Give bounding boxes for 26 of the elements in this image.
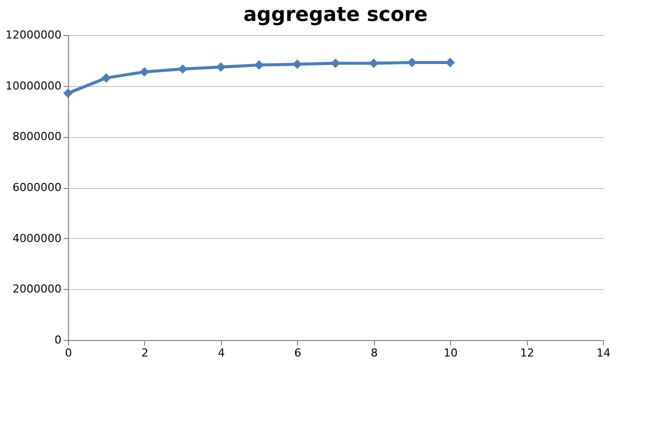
point: [407, 58, 417, 68]
x-tick-label: 0: [65, 346, 72, 360]
point: [292, 59, 302, 69]
y-tick-label: 8000000: [12, 130, 62, 144]
x-tick-label: 4: [218, 346, 225, 360]
point: [140, 67, 150, 77]
y-tick-label: 6000000: [12, 181, 62, 194]
x-tick-label: 2: [141, 346, 148, 360]
point: [101, 73, 111, 83]
y-tick-label: 4000000: [12, 232, 62, 245]
point: [216, 62, 226, 72]
point: [330, 58, 340, 68]
y-tick-label: 10000000: [6, 79, 62, 92]
x-tick-label: 10: [444, 346, 458, 360]
point: [63, 88, 73, 98]
point: [178, 64, 188, 74]
x-tick-label: 14: [596, 346, 610, 360]
x-tick-label: 12: [520, 346, 534, 360]
chart-title: aggregate score: [243, 2, 428, 26]
point: [368, 58, 378, 68]
x-tick-label: 8: [370, 346, 378, 360]
y-tick-label: 2000000: [12, 282, 62, 296]
y-tick-label: 0: [54, 334, 62, 346]
y-tick-label: 12000000: [6, 28, 62, 42]
x-tick-label: 6: [294, 346, 302, 360]
point: [254, 60, 264, 70]
